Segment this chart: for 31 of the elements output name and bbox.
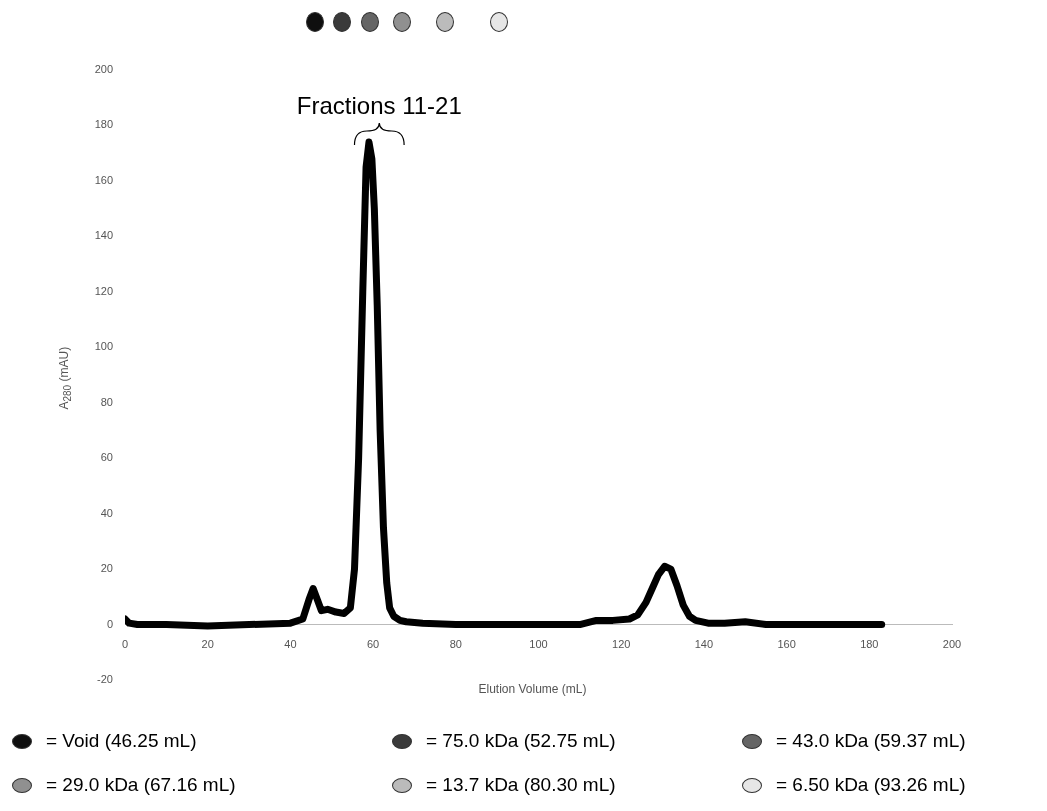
text: = 43.0 kDa (59.37 mL) [776,730,966,752]
y-tick-label: 80 [100,395,113,408]
text: = 6.50 kDa (93.26 mL) [776,774,966,796]
x-tick-label: 0 [121,638,129,651]
text: = Void (46.25 mL) [46,730,197,752]
text: = 75.0 kDa (52.75 mL) [426,730,616,752]
y-tick-label: 160 [94,173,113,186]
x-tick-label: 20 [201,638,214,651]
y-tick-label: 60 [100,451,113,464]
y-tick-label: 100 [94,340,113,353]
y-tick-label: 20 [100,562,113,575]
x-tick-label: 200 [942,638,962,651]
x-tick-label: 180 [860,638,879,651]
x-tick-label: 140 [694,638,714,651]
y-tick-label: 120 [94,284,113,297]
text: = 13.7 kDa (80.30 mL) [426,774,616,796]
annotation: Fractions 11-21 [296,91,462,119]
y-tick-label: 140 [94,229,113,242]
x-tick-label: 80 [449,638,462,651]
x-tick-label: 60 [366,638,380,651]
y-tick-label: 180 [94,118,113,131]
x-axis-title: Elution Volume (mL) [478,682,587,696]
text: = 29.0 kDa (67.16 mL) [46,774,236,796]
x-tick-label: 160 [777,638,796,651]
y-tick-label: 40 [100,506,113,519]
x-tick-label: 40 [284,638,297,651]
x-tick-label: 100 [529,638,548,651]
y-tick-label: 200 [94,63,113,76]
y-tick-label: -20 [97,673,113,686]
y-tick-label: 0 [106,617,113,630]
x-tick-label: 120 [612,638,631,651]
